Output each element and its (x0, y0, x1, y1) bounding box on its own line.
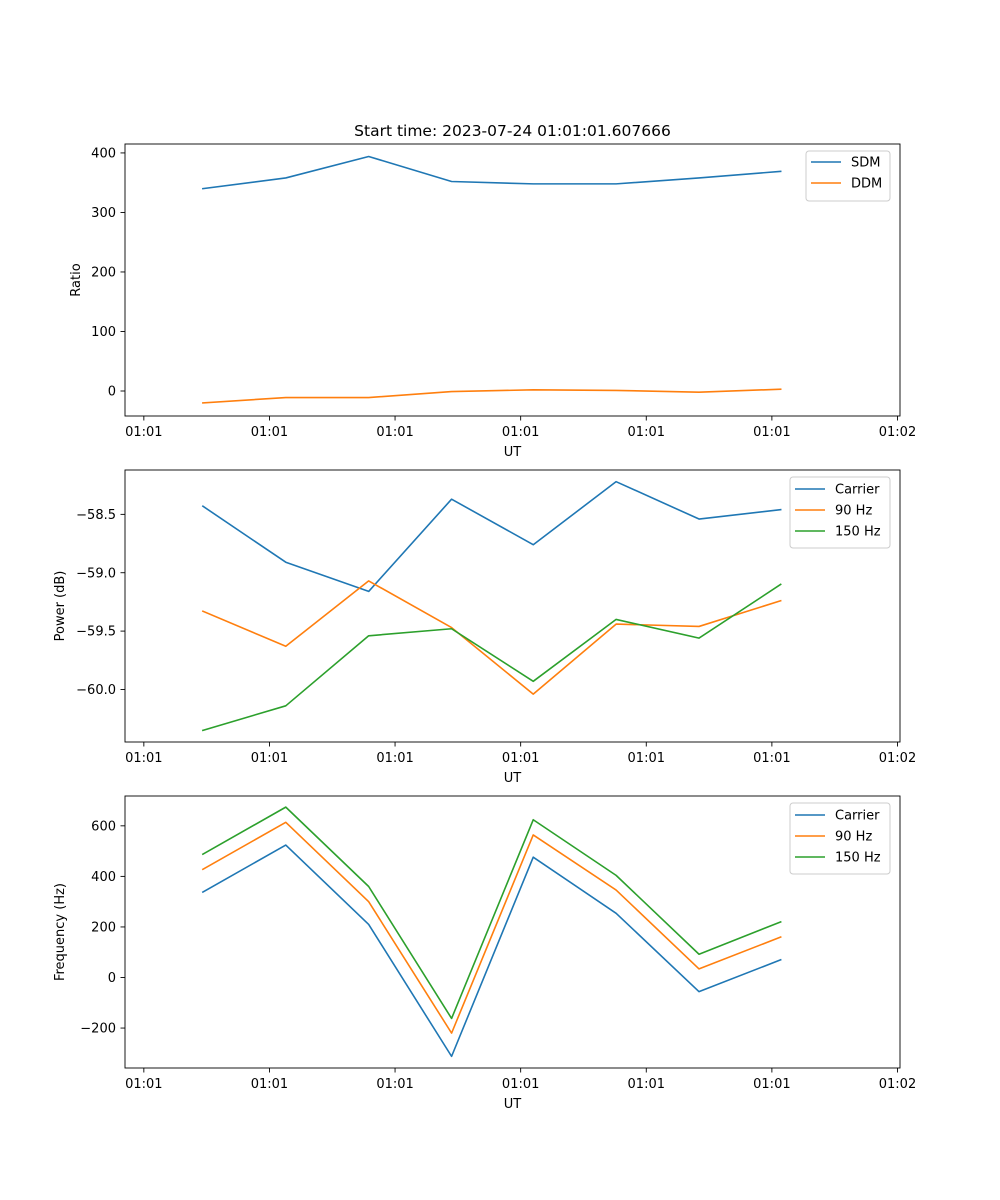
x-axis-label: UT (504, 445, 522, 460)
series-line-ddm (202, 388, 782, 404)
y-tick-label: 200 (91, 921, 116, 936)
x-tick-label: 01:01 (376, 1077, 413, 1092)
y-tick-label: 400 (91, 870, 116, 885)
x-tick-label: 01:01 (125, 751, 162, 766)
y-tick-label: −59.0 (76, 566, 116, 581)
series-line-150-hz (201, 583, 782, 732)
legend-label-90-hz: 90 Hz (835, 504, 872, 519)
y-tick-label: 600 (91, 819, 116, 834)
axes-frame (124, 469, 901, 743)
chart-2: 01:01 01:01 01:01 01:01 01:01 01:01 01:02 −60.0… (53, 469, 916, 786)
x-tick-label: 01:01 (753, 425, 790, 440)
legend: SDM DDM (805, 150, 891, 202)
y-tick-label: 0 (108, 971, 116, 986)
y-axis-label: Power (dB) (53, 571, 68, 642)
series-lines (201, 806, 782, 1058)
x-tick-label: 01:01 (628, 1077, 665, 1092)
x-axis-label: UT (504, 1097, 522, 1112)
y-tick-label: −200 (80, 1022, 116, 1037)
legend-label-carrier: Carrier (835, 483, 880, 498)
x-tick-label: 01:01 (125, 425, 162, 440)
series-line-sdm (201, 155, 782, 190)
y-tick-label: 300 (91, 206, 116, 221)
series-line-carrier (201, 480, 782, 593)
legend-box (805, 150, 891, 202)
x-tick-label: 01:01 (251, 425, 288, 440)
x-tick-label: 01:01 (376, 751, 413, 766)
y-axis-label: Ratio (69, 263, 84, 296)
legend-label-ddm: DDM (851, 177, 882, 192)
legend-label-carrier: Carrier (835, 809, 880, 824)
legend: Carrier 90 Hz 150 Hz (789, 802, 891, 875)
y-tick-label: −58.5 (76, 508, 116, 523)
x-tick-label: 01:01 (753, 1077, 790, 1092)
x-tick-label: 01:01 (502, 751, 539, 766)
legend-label-sdm: SDM (851, 156, 880, 171)
legend-label-90-hz: 90 Hz (835, 830, 872, 845)
legend-label-150-hz: 150 Hz (835, 525, 881, 540)
series-line-90-hz (201, 821, 782, 1034)
series-line-90-hz (201, 580, 782, 695)
y-tick-label: 200 (91, 266, 116, 281)
chart-3: 01:01 01:01 01:01 01:01 01:01 01:01 01:02 −200 0… (53, 795, 916, 1112)
x-tick-label: 01:02 (879, 751, 916, 766)
y-tick-label: −60.0 (76, 683, 116, 698)
chart-panels: 01:01 01:01 01:01 01:01 01:01 01:01 01:02 0 100 2… (53, 143, 916, 1112)
series-line-150-hz (201, 806, 782, 1020)
legend-label-150-hz: 150 Hz (835, 851, 881, 866)
y-tick-label: 400 (91, 147, 116, 162)
x-tick-label: 01:01 (502, 425, 539, 440)
x-axis-label: UT (504, 771, 522, 786)
series-line-carrier (201, 844, 782, 1058)
y-tick-label: 0 (108, 385, 116, 400)
y-axis-label: Frequency (Hz) (53, 883, 68, 981)
axes-frame (124, 795, 901, 1069)
series-lines (201, 155, 782, 404)
y-tick-label: 100 (91, 325, 116, 340)
x-tick-label: 01:01 (753, 751, 790, 766)
y-tick-label: −59.5 (76, 625, 116, 640)
figure-title: Start time: 2023-07-24 01:01:01.607666 (354, 122, 671, 140)
x-tick-label: 01:01 (251, 1077, 288, 1092)
axes-frame (124, 143, 901, 417)
x-tick-label: 01:01 (125, 1077, 162, 1092)
series-lines (201, 480, 782, 732)
x-tick-label: 01:01 (628, 425, 665, 440)
x-tick-label: 01:02 (879, 425, 916, 440)
x-tick-label: 01:01 (502, 1077, 539, 1092)
legend: Carrier 90 Hz 150 Hz (789, 476, 891, 549)
x-tick-label: 01:01 (628, 751, 665, 766)
x-tick-label: 01:01 (251, 751, 288, 766)
x-tick-label: 01:01 (376, 425, 413, 440)
x-tick-label: 01:02 (879, 1077, 916, 1092)
chart-1: 01:01 01:01 01:01 01:01 01:01 01:01 01:02 0 100 2… (69, 143, 916, 460)
